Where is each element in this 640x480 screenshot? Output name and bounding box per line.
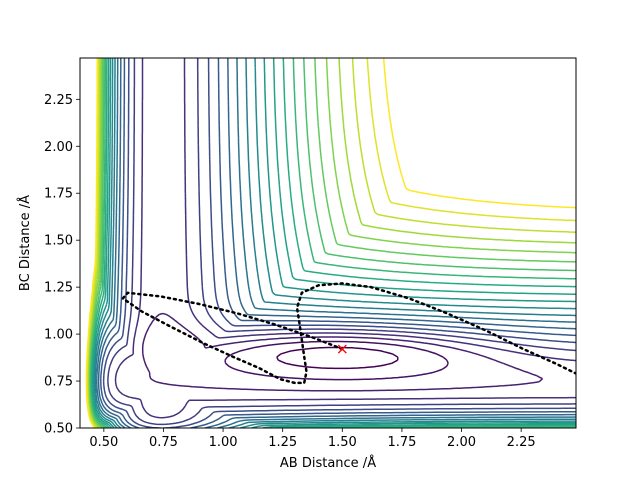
x-tick-label: 0.75 bbox=[149, 435, 178, 450]
y-axis-label: BC Distance /Å bbox=[17, 195, 33, 291]
y-tick-label: 0.75 bbox=[44, 375, 73, 390]
x-tick-label: 1.00 bbox=[209, 435, 238, 450]
contour-level-line bbox=[93, 58, 576, 428]
x-axis-ticks: 0.50 0.75 1.00 1.25 1.50 1.75 2.00 2.25 bbox=[89, 428, 536, 450]
contour-level-line bbox=[107, 58, 576, 426]
y-tick-label: 1.00 bbox=[44, 328, 73, 343]
contour-level-line bbox=[85, 58, 576, 428]
x-tick-label: 1.75 bbox=[387, 435, 416, 450]
contour-level-line bbox=[90, 58, 576, 428]
y-tick-label: 2.25 bbox=[44, 93, 73, 108]
start-marker-group bbox=[337, 344, 347, 354]
start-marker-stroke bbox=[337, 344, 347, 354]
contour-level-line bbox=[89, 58, 576, 428]
y-axis-ticks: 0.50 0.75 1.00 1.25 1.50 1.75 2.00 2.25 bbox=[44, 93, 80, 437]
x-tick-label: 2.25 bbox=[507, 435, 536, 450]
contour-level-line bbox=[276, 346, 399, 370]
contour-level-line bbox=[92, 58, 576, 428]
contour-level-line bbox=[88, 58, 576, 428]
trajectory-series bbox=[121, 282, 576, 385]
x-axis-label: AB Distance /Å bbox=[280, 455, 376, 471]
y-tick-label: 1.50 bbox=[44, 234, 73, 249]
contour-level-line bbox=[224, 340, 449, 381]
contour-level-line bbox=[97, 58, 576, 428]
y-tick-label: 1.75 bbox=[44, 187, 73, 202]
contour-level-line bbox=[100, 58, 576, 428]
x-tick-label: 1.25 bbox=[268, 435, 297, 450]
contour-level-line bbox=[91, 58, 576, 428]
contour-level-line bbox=[141, 312, 544, 392]
x-tick-label: 2.00 bbox=[447, 435, 476, 450]
x-tick-label: 1.50 bbox=[328, 435, 357, 450]
contour-level-line bbox=[96, 58, 576, 428]
trajectory-line bbox=[121, 282, 576, 385]
contour-level-line bbox=[102, 58, 576, 428]
plot-frame bbox=[79, 57, 577, 429]
y-tick-label: 0.50 bbox=[44, 422, 73, 437]
y-tick-label: 2.00 bbox=[44, 140, 73, 155]
contour-level-line bbox=[94, 58, 576, 428]
y-tick-label: 1.25 bbox=[44, 281, 73, 296]
x-tick-label: 0.50 bbox=[89, 435, 118, 450]
